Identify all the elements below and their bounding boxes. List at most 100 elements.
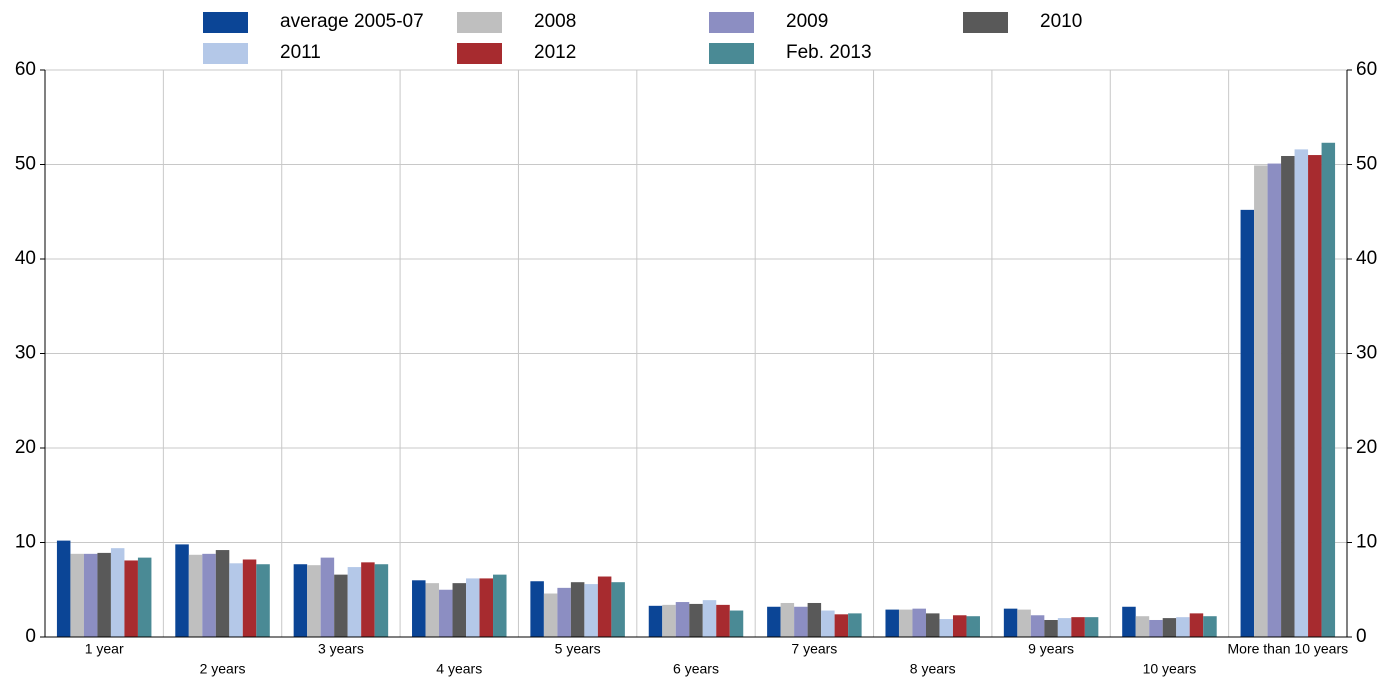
y2-tick-label: 40 [1356,248,1377,269]
bar [1149,619,1163,637]
y-tick-label: 20 [15,437,36,458]
bar [1267,163,1282,637]
bar [925,613,940,637]
bar [110,548,125,637]
bar [1003,608,1018,637]
bar [374,564,389,637]
bar [124,560,138,637]
bar [780,602,795,637]
bar [229,563,243,637]
bar [952,615,967,637]
bar [439,589,453,637]
x-tick-label: 8 years [910,661,956,677]
bar [794,606,808,637]
bar [1189,613,1204,637]
legend-label: 2008 [534,11,576,32]
legend-swatch [203,12,248,33]
x-tick-label: 10 years [1143,661,1197,677]
legend-label: 2011 [280,42,321,63]
y2-tick-label: 0 [1356,626,1367,647]
bar [939,619,953,637]
legend-label: 2012 [534,42,576,63]
x-tick-label: 3 years [318,641,364,657]
y2-tick-label: 30 [1356,343,1377,364]
bar [412,580,426,637]
bar [885,609,899,637]
bar [83,553,98,637]
x-tick-label: 9 years [1028,641,1074,657]
bar [1057,618,1072,637]
bar [1254,165,1268,637]
bar [347,567,362,637]
bar [293,564,308,637]
legend-swatch [963,12,1008,33]
bar [188,554,203,637]
legend-label: average 2005-07 [280,11,424,32]
x-tick-label: 2 years [200,661,246,677]
bar [767,606,781,637]
bar [425,583,440,637]
y-tick-label: 40 [15,248,36,269]
bar [70,553,84,637]
bar [966,616,980,637]
bar [1071,617,1085,637]
bar [1084,617,1099,637]
y-tick-label: 10 [15,532,36,553]
bar [1044,619,1058,637]
bar [662,604,676,637]
bar [1240,209,1255,638]
bar [137,557,152,637]
bar [530,581,544,637]
bar [702,600,717,637]
y2-tick-label: 50 [1356,154,1377,175]
y-tick-label: 30 [15,343,36,364]
bar [675,602,690,637]
bar [479,578,494,637]
y2-tick-label: 10 [1356,532,1377,553]
bar [543,593,558,637]
bar [320,557,335,637]
bar [1030,615,1045,637]
bar [256,564,270,637]
bar [242,559,257,637]
bar [1281,155,1295,637]
bar [307,565,321,637]
bar [912,608,926,637]
bar [689,603,703,637]
bar [716,604,730,637]
legend-swatch [457,12,502,33]
bar [597,576,612,637]
legend-swatch [457,43,502,64]
bar [1203,616,1217,637]
bar [729,610,744,637]
x-tick-label: 4 years [436,661,482,677]
bar [1122,606,1136,637]
bar [1321,142,1336,637]
bar [1017,609,1031,637]
bar [466,578,480,637]
x-tick-label: More than 10 years [1228,641,1349,657]
bar [452,583,467,637]
x-tick-label: 6 years [673,661,719,677]
bar [648,605,663,637]
y-tick-label: 0 [25,626,36,647]
legend-label: Feb. 2013 [786,42,872,63]
legend-label: 2009 [786,11,828,32]
bar [175,544,189,637]
bar [834,614,849,637]
y2-tick-label: 20 [1356,437,1377,458]
bar [570,582,585,637]
bar [584,584,598,637]
bar [821,610,835,637]
y-tick-label: 50 [15,154,36,175]
bar [611,582,625,637]
bar [1308,155,1322,638]
x-tick-label: 1 year [85,641,124,657]
bar [898,609,913,637]
bar [215,550,230,637]
legend-label: 2010 [1040,11,1082,32]
bar [1294,149,1309,637]
bar [1135,616,1150,637]
x-tick-label: 7 years [791,641,837,657]
